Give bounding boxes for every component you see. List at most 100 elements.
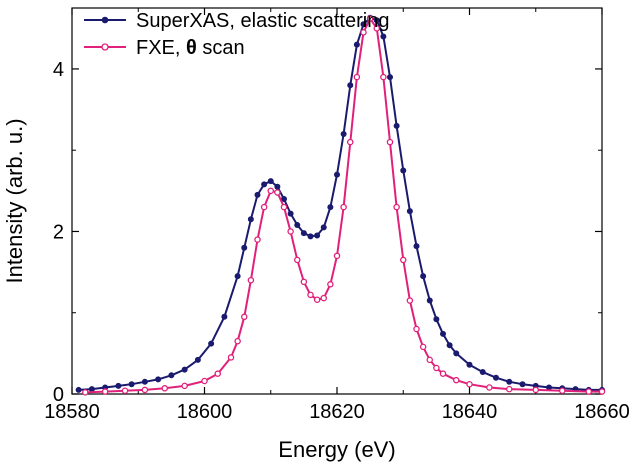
data-point-fxe (466, 380, 473, 388)
data-point-superxas (128, 381, 135, 388)
data-point-superxas (400, 167, 407, 174)
data-point-fxe (439, 370, 447, 377)
legend-label-fxe: FXE, θ scan (136, 37, 245, 59)
plot-frame (71, 7, 603, 395)
series-line-superxas (78, 16, 602, 391)
data-point-fxe (386, 138, 394, 146)
legend-label-part: θ (186, 37, 197, 59)
data-point-superxas (353, 41, 360, 48)
data-point-superxas (241, 244, 248, 251)
data-point-fxe (274, 189, 281, 196)
data-point-superxas (380, 33, 387, 40)
data-point-fxe (307, 291, 314, 299)
data-point-superxas (453, 350, 460, 357)
data-point-fxe (260, 203, 268, 211)
data-point-fxe (433, 364, 440, 372)
data-point-superxas (519, 381, 526, 388)
data-point-fxe (327, 281, 334, 288)
data-point-superxas (181, 366, 188, 373)
data-point-superxas (300, 230, 307, 237)
y-tick-label: 2 (53, 221, 64, 243)
data-point-fxe (333, 252, 341, 260)
data-point-superxas (75, 386, 82, 393)
data-point-superxas (546, 384, 552, 391)
data-point-superxas (479, 369, 486, 376)
data-point-fxe (598, 388, 606, 395)
legend-label-part: scan (197, 37, 245, 59)
data-point-fxe (366, 15, 374, 22)
data-point-fxe (340, 203, 347, 211)
data-point-superxas (493, 374, 499, 381)
data-point-superxas (327, 204, 334, 211)
legend-label-part: FXE, (136, 37, 186, 59)
data-point-fxe (452, 376, 460, 384)
legend-label-part: SuperXAS, elastic scattering (136, 10, 389, 32)
data-point-superxas (294, 221, 301, 228)
data-point-superxas (413, 243, 420, 250)
y-tick-label: 4 (53, 59, 64, 81)
series-layer (75, 14, 606, 396)
data-point-fxe (419, 343, 427, 351)
data-point-fxe (101, 388, 109, 395)
data-point-fxe (300, 278, 308, 286)
data-point-superxas (420, 273, 427, 280)
data-point-fxe (254, 236, 261, 243)
data-point-superxas (208, 340, 215, 347)
data-point-fxe (201, 377, 208, 385)
data-point-fxe (161, 385, 168, 392)
data-point-fxe (82, 389, 89, 396)
x-tick-label: 18640 (442, 401, 498, 423)
data-point-superxas (141, 378, 148, 385)
y-tick-label: 0 (53, 384, 64, 406)
data-point-superxas (254, 191, 261, 198)
data-point-superxas (406, 208, 413, 215)
data-point-superxas (387, 74, 393, 81)
data-point-fxe (121, 387, 129, 394)
data-point-superxas (281, 195, 287, 202)
data-point-fxe (293, 256, 301, 264)
data-point-fxe (360, 29, 367, 36)
legend: SuperXAS, elastic scattering FXE, θ scan (84, 10, 389, 59)
data-point-superxas (466, 361, 473, 368)
x-axis-title: Energy (eV) (278, 437, 395, 462)
data-point-superxas (440, 330, 446, 337)
data-point-superxas (88, 386, 95, 393)
data-point-fxe (287, 228, 294, 235)
x-tick-label: 18600 (177, 401, 233, 423)
x-tick-label: 18580 (44, 401, 100, 423)
data-point-fxe (380, 73, 387, 81)
y-axis-ticks: 0 2 4 (53, 59, 602, 406)
data-point-fxe (353, 73, 361, 81)
data-point-fxe (346, 138, 354, 146)
data-point-fxe (214, 370, 221, 377)
data-point-superxas (360, 21, 367, 28)
data-point-superxas (334, 171, 340, 178)
data-point-superxas (267, 178, 274, 185)
data-point-superxas (347, 82, 354, 89)
data-point-fxe (532, 386, 540, 394)
data-point-superxas (314, 232, 321, 239)
data-point-superxas (287, 210, 294, 217)
data-point-fxe (320, 294, 327, 302)
data-point-fxe (267, 187, 274, 195)
data-point-superxas (307, 233, 314, 240)
data-point-fxe (413, 325, 420, 333)
data-point-fxe (486, 384, 493, 391)
x-tick-label: 18660 (574, 401, 630, 423)
data-point-fxe (585, 388, 593, 395)
data-point-fxe (373, 25, 380, 32)
data-point-superxas (247, 216, 254, 223)
y-axis-title: Intensity (arb. u.) (2, 118, 27, 283)
data-point-superxas (446, 342, 453, 349)
data-point-fxe (247, 276, 255, 284)
legend-marker-superxas (101, 16, 109, 24)
data-point-fxe (313, 296, 321, 303)
data-point-superxas (506, 378, 513, 385)
legend-marker-fxe (101, 43, 109, 51)
data-point-fxe (234, 337, 241, 345)
data-point-fxe (505, 385, 513, 393)
data-point-fxe (240, 313, 248, 321)
data-point-superxas (433, 316, 440, 323)
